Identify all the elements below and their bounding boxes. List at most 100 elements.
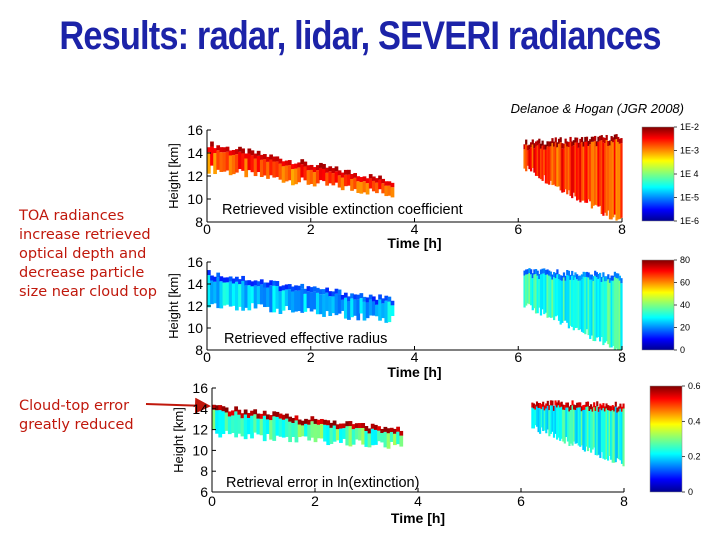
heatmap-cell bbox=[362, 181, 367, 193]
heatmap-cell bbox=[526, 274, 529, 304]
x-tick-label: 0 bbox=[208, 493, 216, 509]
heatmap-cell bbox=[297, 424, 302, 438]
heatmap-cell bbox=[595, 272, 598, 278]
heatmap-cell bbox=[323, 419, 327, 425]
heatmap-cell bbox=[241, 148, 245, 154]
heatmap-cell bbox=[566, 141, 569, 147]
heatmap-cell bbox=[537, 402, 540, 408]
heatmap-cell bbox=[590, 136, 594, 142]
heatmap-cell bbox=[554, 278, 557, 317]
heatmap-cell bbox=[525, 269, 528, 275]
heatmap-cell bbox=[574, 277, 577, 329]
heatmap-cell bbox=[603, 276, 607, 282]
heatmap-cell bbox=[224, 407, 229, 413]
heatmap-cell bbox=[275, 416, 280, 436]
heatmap-cell bbox=[222, 277, 227, 283]
heatmap-cell bbox=[256, 413, 261, 419]
heatmap-cell bbox=[316, 419, 321, 425]
heatmap-cell bbox=[599, 408, 602, 458]
heatmap-cell bbox=[608, 277, 612, 283]
heatmap-cell bbox=[618, 280, 621, 350]
y-tick-label: 10 bbox=[192, 442, 208, 458]
heatmap-cell bbox=[378, 179, 382, 190]
heatmap-cell bbox=[259, 154, 264, 160]
cloud-top-arrow bbox=[145, 397, 211, 414]
heatmap-cell bbox=[539, 274, 543, 316]
heatmap-cell bbox=[387, 296, 392, 302]
heatmap-cell bbox=[528, 149, 531, 170]
heatmap-cell bbox=[559, 142, 562, 191]
heatmap-cell bbox=[356, 181, 361, 193]
heatmap-cell bbox=[362, 296, 367, 302]
heatmap-cell bbox=[326, 420, 331, 426]
heatmap-cell bbox=[370, 428, 375, 446]
heatmap-cell bbox=[579, 143, 582, 203]
heatmap-cell bbox=[569, 141, 572, 196]
heatmap-cell bbox=[553, 146, 556, 185]
heatmap-cell bbox=[573, 404, 576, 410]
heatmap-cell bbox=[307, 419, 312, 425]
y-tick-label: 6 bbox=[200, 484, 208, 500]
heatmap-cell bbox=[222, 282, 227, 306]
heatmap-cell bbox=[393, 428, 397, 434]
heatmap-cell bbox=[607, 274, 610, 280]
heatmap-cell bbox=[342, 428, 346, 439]
heatmap-cell bbox=[319, 289, 323, 295]
heatmap-cell bbox=[370, 423, 375, 429]
heatmap-cell bbox=[545, 408, 548, 434]
heatmap-cell bbox=[588, 410, 591, 448]
heatmap-cell bbox=[620, 406, 624, 412]
heatmap-cell bbox=[566, 274, 569, 323]
heatmap-cell bbox=[234, 411, 239, 438]
heatmap-cell bbox=[328, 166, 333, 172]
heatmap-cell bbox=[309, 169, 314, 185]
heatmap-cell bbox=[281, 290, 286, 311]
heatmap-cell bbox=[599, 140, 602, 206]
heatmap-cell bbox=[612, 142, 615, 218]
heatmap-cell bbox=[552, 410, 556, 438]
y-tick-label: 16 bbox=[187, 254, 203, 270]
heatmap-cell bbox=[365, 302, 370, 319]
heatmap-cell bbox=[579, 275, 582, 281]
heatmap-cell bbox=[384, 295, 389, 301]
heatmap-cell bbox=[227, 416, 232, 435]
x-axis-label: Time [h] bbox=[387, 364, 441, 380]
y-tick-label: 12 bbox=[187, 168, 203, 184]
heatmap-cell bbox=[612, 275, 615, 281]
heatmap-cell bbox=[567, 275, 571, 329]
heatmap-cell bbox=[356, 299, 361, 321]
heatmap-cell bbox=[533, 269, 536, 275]
heatmap-cell bbox=[608, 140, 612, 146]
heatmap-cell bbox=[390, 182, 395, 188]
heatmap-cell bbox=[583, 404, 586, 410]
heatmap-cell bbox=[297, 285, 301, 291]
heatmap-cell bbox=[528, 268, 531, 274]
colorbar-tick-label: 0.4 bbox=[688, 416, 701, 426]
heatmap-cell bbox=[348, 426, 353, 447]
heatmap-cell bbox=[553, 272, 556, 278]
heatmap-cell bbox=[554, 400, 557, 406]
heatmap-cell bbox=[590, 409, 593, 453]
heatmap-cell bbox=[567, 270, 571, 276]
heatmap-cell bbox=[602, 137, 605, 143]
heatmap-cell bbox=[269, 154, 273, 160]
heatmap-cell bbox=[543, 405, 546, 411]
heatmap-cell bbox=[367, 433, 372, 448]
heatmap-cell bbox=[607, 279, 610, 345]
heatmap-cell bbox=[284, 160, 289, 166]
heatmap-cell bbox=[589, 274, 592, 280]
heatmap-cell bbox=[368, 299, 373, 316]
heatmap-cell bbox=[266, 161, 270, 179]
heatmap-cell bbox=[266, 287, 270, 307]
heatmap-cell bbox=[278, 158, 283, 164]
heatmap-cell bbox=[605, 276, 608, 282]
heatmap-cell bbox=[567, 142, 571, 148]
heatmap-cell bbox=[351, 424, 356, 430]
heatmap-cell bbox=[313, 418, 318, 424]
heatmap-cell bbox=[246, 412, 251, 418]
heatmap-cell bbox=[582, 141, 585, 147]
heatmap-cell bbox=[613, 411, 616, 463]
heatmap-cell bbox=[587, 277, 590, 336]
heatmap-cell bbox=[582, 146, 585, 201]
heatmap-cell bbox=[359, 177, 364, 183]
